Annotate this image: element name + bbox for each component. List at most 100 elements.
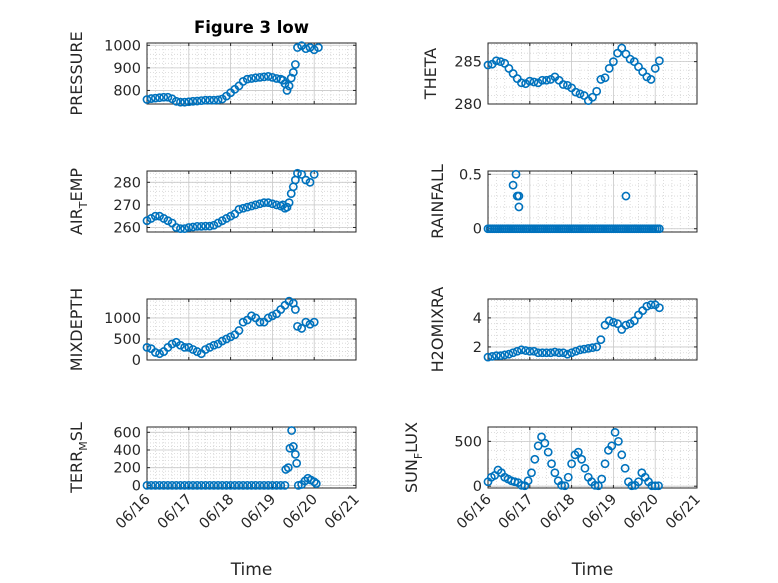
data-point	[192, 347, 202, 356]
y-tick-label: 0	[473, 222, 482, 238]
data-point	[529, 77, 539, 87]
data-point	[226, 480, 235, 490]
data-point	[305, 319, 315, 329]
y-axis-label-part: RAINFALL	[428, 164, 447, 239]
data-point	[247, 201, 256, 211]
data-point	[180, 342, 190, 352]
data-point	[238, 480, 248, 490]
data-point	[305, 177, 315, 187]
data-point	[614, 436, 623, 446]
data-point	[620, 463, 630, 473]
data-point	[272, 480, 281, 490]
data-point	[209, 340, 219, 350]
data-point	[610, 427, 620, 437]
data-point	[621, 49, 631, 59]
data-point	[205, 480, 215, 490]
data-point	[259, 480, 269, 490]
y-tick-label: 280	[113, 175, 141, 191]
data-point	[180, 97, 190, 107]
data-point	[596, 75, 606, 84]
subplot-sun_flux: 0 500 06/16 06/17 06/18 06/19 06/20 06/21 SUNFLU…	[402, 422, 704, 580]
y-axis-label: H2OMIXRA	[428, 287, 447, 373]
data-point	[150, 348, 160, 357]
data-point	[255, 317, 265, 327]
data-point	[575, 89, 585, 99]
data-point	[588, 343, 597, 353]
data-point	[226, 332, 235, 342]
data-point	[567, 459, 576, 469]
y-tick-label: 500	[454, 434, 482, 450]
data-point	[550, 347, 560, 357]
data-point	[621, 320, 631, 330]
x-tick-label: 06/18	[538, 492, 579, 533]
data-point	[201, 221, 210, 231]
data-point	[527, 468, 536, 478]
data-point	[654, 56, 664, 66]
data-point	[286, 73, 296, 83]
y-tick-label: 1000	[104, 311, 141, 327]
data-point	[613, 48, 622, 58]
data-point	[272, 200, 281, 210]
y-tick-label: 270	[113, 198, 141, 214]
data-point	[267, 311, 277, 321]
data-point	[150, 93, 160, 103]
y-tick-label: 1000	[104, 38, 141, 54]
y-tick-label: 285	[454, 55, 482, 71]
data-point	[309, 477, 319, 487]
data-point	[597, 474, 607, 484]
y-axis-label-part: THETA	[421, 48, 440, 100]
y-tick-label: 260	[113, 220, 141, 236]
y-axis-label: THETA	[421, 48, 440, 100]
data-point	[242, 480, 252, 490]
subplot-h2omixra: 2 4 H2OMIXRA	[428, 287, 698, 373]
data-point	[508, 348, 518, 358]
data-point	[609, 57, 618, 67]
y-axis-label-part: LUX	[402, 422, 421, 453]
data-point	[209, 480, 219, 490]
data-point	[634, 62, 643, 72]
data-point	[558, 80, 568, 89]
axes-background	[147, 43, 356, 104]
data-point	[638, 67, 648, 77]
y-axis-label-part: H2OMIXRA	[428, 287, 447, 373]
data-point	[142, 342, 152, 352]
axes-background	[147, 427, 356, 488]
data-point	[288, 442, 298, 451]
data-point	[583, 343, 593, 353]
data-point	[530, 454, 540, 464]
y-axis-label: PRESSURE	[67, 31, 86, 115]
data-point	[184, 223, 194, 232]
axes-box	[146, 426, 357, 489]
data-point	[309, 317, 319, 327]
data-point	[560, 481, 570, 491]
data-point	[150, 211, 160, 221]
data-point	[222, 334, 231, 344]
y-axis-label-part: T	[77, 201, 90, 209]
x-tick-label: 06/18	[197, 492, 238, 533]
data-point	[621, 191, 631, 201]
data-point	[176, 340, 185, 350]
data-point	[543, 447, 553, 457]
data-point	[529, 346, 539, 356]
x-axis-label: Time	[230, 560, 273, 580]
data-point	[159, 92, 169, 102]
data-point	[176, 480, 185, 490]
data-point	[557, 480, 566, 490]
data-point	[629, 316, 639, 326]
axes-background	[488, 171, 697, 232]
y-axis-label-part: EMP	[67, 168, 86, 202]
data-point	[184, 480, 194, 490]
data-point	[180, 224, 190, 234]
data-point	[311, 479, 321, 488]
subplot-pressure: 800 900 1000 PRESSURE Figure 3 low	[67, 18, 357, 116]
data-point	[142, 95, 152, 104]
data-point	[155, 349, 164, 359]
data-point	[146, 480, 156, 490]
data-point	[284, 198, 294, 208]
y-axis-label-part: MIXDEPTH	[67, 288, 86, 371]
data-point	[650, 64, 660, 73]
data-point	[259, 72, 269, 82]
data-point	[517, 78, 526, 88]
data-point	[290, 305, 300, 314]
